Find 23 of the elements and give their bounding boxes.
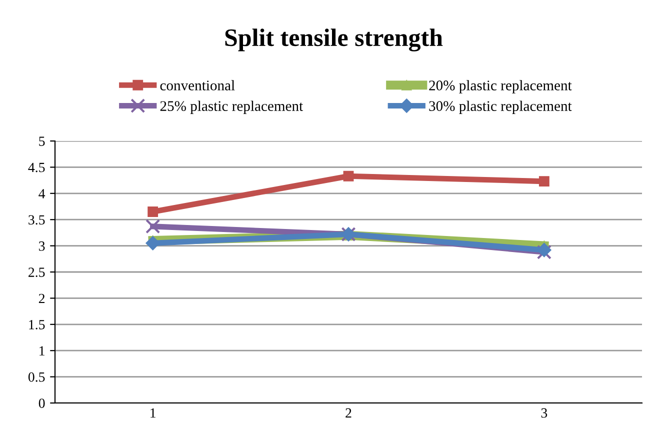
y-tick-label: 3 [38, 241, 45, 251]
y-tick-label: 0.5 [28, 372, 45, 382]
y-tick-label: 5 [39, 136, 45, 146]
legend-label: 20% plastic replacement [429, 80, 572, 94]
point [148, 206, 158, 217]
chart-title: Split tensile strength [225, 28, 443, 52]
point [538, 176, 550, 187]
y-tick-label: 3.5 [28, 215, 45, 225]
y-tick-label: 4.5 [28, 162, 45, 172]
y-tick-label: 0 [38, 398, 45, 408]
point [146, 219, 160, 234]
y-tick-label: 4 [38, 189, 46, 198]
legend-label: 30% plastic replacement [429, 100, 572, 114]
y-tick-label: 2 [38, 294, 45, 304]
x-tick-label: 2 [346, 408, 352, 418]
legend-label: conventional [160, 80, 235, 90]
x-tick-label: 1 [150, 408, 156, 418]
y-tick-label: 2.5 [28, 268, 45, 278]
point [343, 170, 354, 182]
legend-label: 25% plastic replacement [160, 100, 303, 114]
y-tick-label: 1.5 [29, 320, 45, 330]
y-tick-label: 1 [40, 346, 44, 356]
x-tick-label: 3 [541, 408, 548, 418]
